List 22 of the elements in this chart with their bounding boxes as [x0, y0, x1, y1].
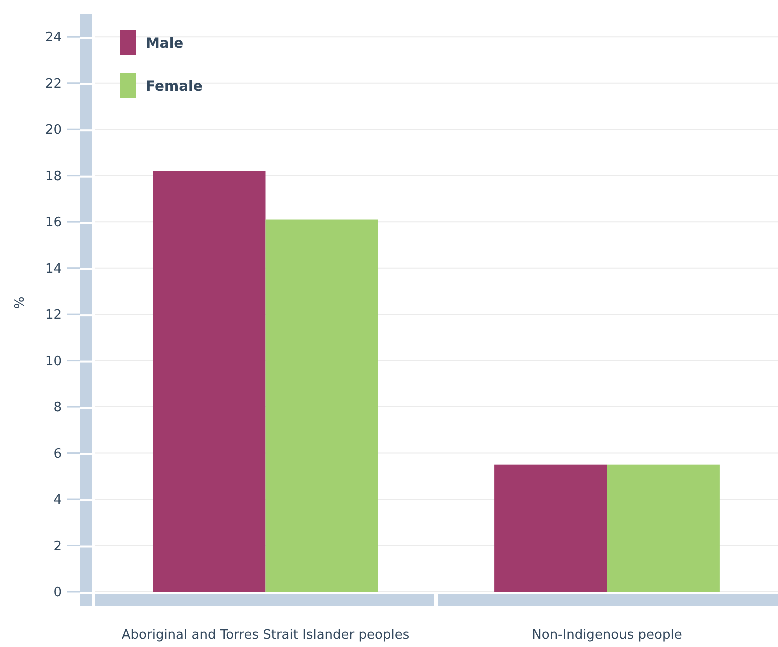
bar [266, 220, 378, 592]
y-tick-label: 2 [54, 539, 62, 554]
bar [153, 171, 266, 592]
y-tick-label: 4 [54, 493, 62, 508]
y-tick-label: 14 [45, 262, 62, 277]
legend-label: Female [146, 78, 203, 95]
y-axis-title: % [13, 296, 28, 310]
y-tick-label: 0 [54, 586, 62, 601]
y-tick-label: 12 [45, 308, 62, 324]
x-tick-label: Aboriginal and Torres Strait Islander peoples [122, 628, 410, 643]
y-tick-label: 18 [45, 169, 62, 184]
y-tick-label: 24 [45, 30, 62, 46]
bar [607, 464, 720, 592]
y-tick-label: 6 [54, 446, 62, 462]
legend-label: Male [146, 36, 184, 52]
y-tick-label: 16 [45, 216, 62, 231]
y-tick-label: 20 [45, 123, 62, 138]
y-tick-label: 22 [45, 76, 62, 92]
bar [494, 464, 608, 592]
y-tick-label: 8 [54, 400, 62, 416]
y-tick-label: 10 [45, 354, 62, 370]
x-tick-label: Non-Indigenous people [532, 628, 682, 643]
